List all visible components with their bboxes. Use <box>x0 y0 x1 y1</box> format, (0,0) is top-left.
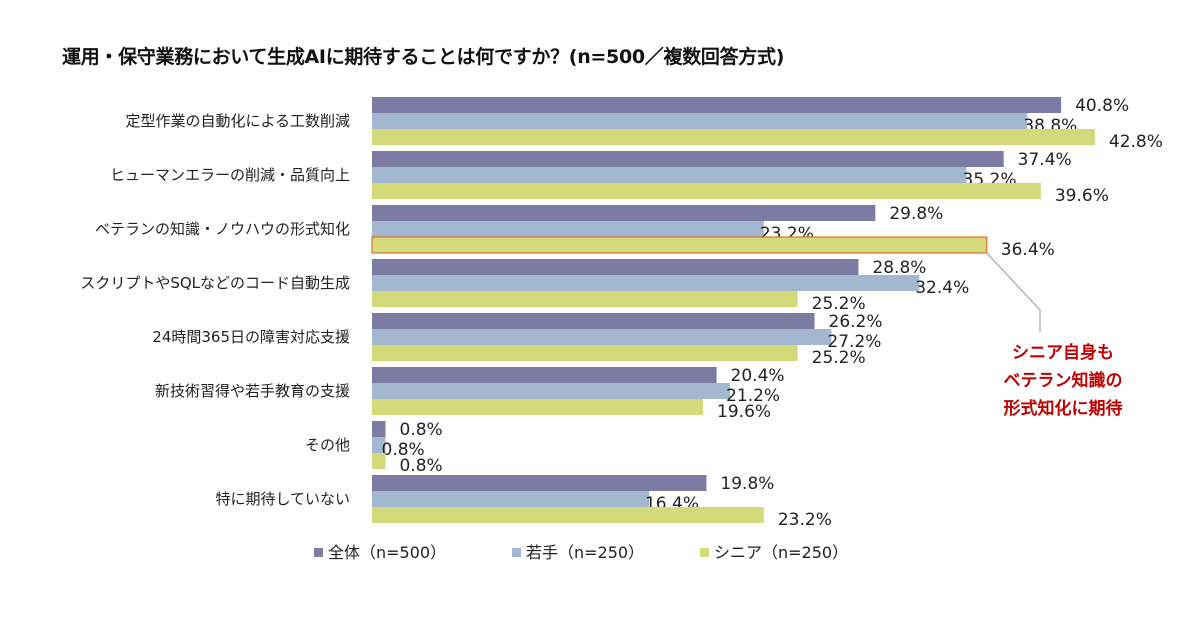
legend-swatch <box>512 548 521 557</box>
data-label: 0.8% <box>400 420 443 440</box>
data-label: 20.4% <box>731 366 785 386</box>
bar <box>372 167 967 183</box>
data-label: 29.8% <box>889 204 943 224</box>
legend-label: 全体（n=500） <box>328 543 446 562</box>
annotation-text: シニア自身も <box>1012 342 1114 363</box>
data-label: 36.4% <box>1001 240 1055 260</box>
data-label: 28.8% <box>872 258 926 278</box>
category-label: ヒューマンエラーの削減・品質向上 <box>110 166 350 184</box>
bar <box>372 275 920 291</box>
data-label: 25.2% <box>812 348 866 368</box>
bar <box>371 236 988 254</box>
data-label: 27.2% <box>827 332 881 352</box>
data-label: 40.8% <box>1075 96 1129 116</box>
bar <box>372 399 704 415</box>
bar <box>372 475 707 491</box>
bar <box>372 421 386 437</box>
category-label: 特に期待していない <box>215 490 350 508</box>
legend-swatch <box>700 548 709 557</box>
bar <box>372 291 798 307</box>
annotation-text: ベテラン知識の <box>1004 370 1123 391</box>
data-label: 32.4% <box>915 278 969 298</box>
category-label: 24時間365日の障害対応支援 <box>152 328 350 346</box>
bar <box>372 183 1041 199</box>
bar <box>372 221 764 237</box>
bar <box>372 367 717 383</box>
annotation-leader <box>986 252 1041 332</box>
bar <box>372 507 764 523</box>
data-label: 21.2% <box>726 386 780 406</box>
chart-title: 運用・保守業務において生成AIに期待することは何ですか？(n=500／複数回答方… <box>62 46 785 68</box>
bar <box>372 345 798 361</box>
bar <box>372 97 1062 113</box>
data-label: 0.8% <box>400 456 443 476</box>
bar <box>372 383 731 399</box>
legend-swatch <box>314 548 323 557</box>
bar <box>372 113 1028 129</box>
data-label: 25.2% <box>812 294 866 314</box>
data-label: 26.2% <box>829 312 883 332</box>
data-label: 0.8% <box>382 440 425 460</box>
data-label: 42.8% <box>1109 132 1163 152</box>
data-label: 19.6% <box>717 402 771 422</box>
category-label: スクリプトやSQLなどのコード自動生成 <box>80 274 350 292</box>
bar <box>372 259 859 275</box>
bar <box>372 329 832 345</box>
category-label: ベテランの知識・ノウハウの形式知化 <box>95 220 350 238</box>
category-label: 新技術習得や若手教育の支援 <box>155 382 350 400</box>
bar <box>372 205 876 221</box>
bar <box>372 491 649 507</box>
data-label: 23.2% <box>778 510 832 530</box>
category-label: その他 <box>305 436 350 454</box>
bar <box>372 313 815 329</box>
bar <box>372 129 1095 145</box>
category-label: 定型作業の自動化による工数削減 <box>125 112 350 130</box>
data-label: 37.4% <box>1018 150 1072 170</box>
annotation-text: 形式知化に期待 <box>1004 398 1123 419</box>
legend-label: シニア（n=250） <box>714 543 848 562</box>
legend-label: 若手（n=250） <box>526 543 644 562</box>
bar <box>372 453 386 469</box>
data-label: 19.8% <box>720 474 774 494</box>
bar <box>372 437 386 453</box>
bar <box>372 151 1004 167</box>
data-label: 39.6% <box>1055 186 1109 206</box>
